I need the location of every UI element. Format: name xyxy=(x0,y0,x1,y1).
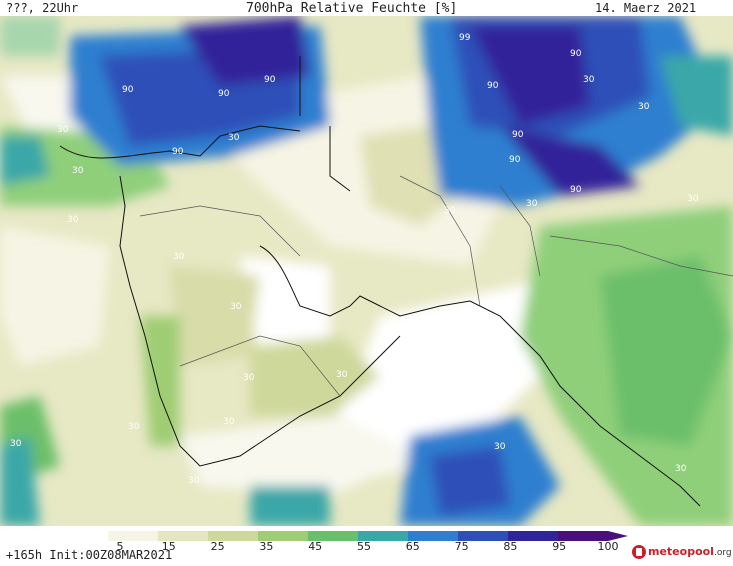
color-scale-cell xyxy=(458,531,509,541)
contour-label: 30 xyxy=(336,370,348,380)
contour-label: 30 xyxy=(230,302,242,312)
contour-label: 90 xyxy=(570,185,582,195)
color-scale-tick: 25 xyxy=(210,540,225,553)
color-scale-tick: 65 xyxy=(405,540,420,553)
footer-bar: 5 15 25 35 45 55 65 75 85 95 100 +165h Init:00Z08M… xyxy=(0,526,733,566)
contour-label: 30 xyxy=(188,476,200,486)
contour-label: 30 xyxy=(223,417,235,427)
contour-label: 90 xyxy=(487,81,499,91)
color-scale-tick: 45 xyxy=(308,540,323,553)
contour-labels: 90 90 90 90 99 90 90 90 90 90 30 30 30 3… xyxy=(10,33,699,486)
contour-label: 90 xyxy=(512,130,524,140)
map-title: 700hPa Relative Feuchte [%] xyxy=(246,1,458,16)
color-scale-cell xyxy=(358,531,409,541)
contour-label: 30 xyxy=(173,252,185,262)
color-scale-cell xyxy=(508,531,559,541)
humidity-map: 90 90 90 90 99 90 90 90 90 90 30 30 30 3… xyxy=(0,16,733,526)
color-scale-cell xyxy=(108,531,159,541)
model-run-info: +165h Init:00Z08MAR2021 xyxy=(6,548,173,562)
contour-label: 30 xyxy=(10,439,22,449)
logo-icon xyxy=(632,545,646,559)
contour-label: 30 xyxy=(526,199,538,209)
color-scale-cell xyxy=(408,531,459,541)
borders xyxy=(139,175,733,397)
humidity-field xyxy=(0,16,733,526)
contour-label: 90 xyxy=(570,49,582,59)
color-scale-tick: 5 xyxy=(116,540,124,553)
contour-label: 30 xyxy=(67,215,79,225)
contour-label: 30 xyxy=(57,125,69,135)
forecast-date: 14. Maerz 2021 xyxy=(595,1,697,15)
contour-label: 30 xyxy=(444,206,456,216)
contour-label: 30 xyxy=(415,373,427,383)
contour-label: 90 xyxy=(264,75,276,85)
contour-label: 30 xyxy=(228,133,240,143)
color-scale-cell xyxy=(558,531,609,541)
color-scale-cell xyxy=(208,531,259,541)
color-scale-bar xyxy=(108,531,628,541)
contour-label: 99 xyxy=(459,33,471,43)
contour-label: 30 xyxy=(494,442,506,452)
contour-label: 30 xyxy=(638,102,650,112)
color-scale-tick: 95 xyxy=(552,540,567,553)
color-scale-tick: 55 xyxy=(357,540,371,553)
color-scale-cell xyxy=(158,531,209,541)
color-scale-tick: 35 xyxy=(259,540,274,553)
contour-label: 30 xyxy=(583,75,595,85)
contour-label: 90 xyxy=(172,147,184,157)
header-bar: ???, 22Uhr 700hPa Relative Feuchte [%] 1… xyxy=(0,0,733,16)
contour-label: 30 xyxy=(479,390,491,400)
contour-label: 30 xyxy=(675,464,687,474)
contour-label: 90 xyxy=(509,155,521,165)
contour-label: 30 xyxy=(687,194,699,204)
contour-label: 90 xyxy=(218,89,230,99)
color-scale-tick: 75 xyxy=(454,540,469,553)
meteopool-logo[interactable]: meteopool.org xyxy=(632,545,732,563)
contour-label: 30 xyxy=(128,422,140,432)
contour-label: 90 xyxy=(122,85,134,95)
color-scale-cell xyxy=(258,531,309,541)
contour-label: 30 xyxy=(72,166,84,176)
color-scale-tick: 100 xyxy=(597,540,619,553)
color-scale-cell xyxy=(308,531,359,541)
color-scale-tick: 15 xyxy=(161,540,176,553)
color-scale-tick: 85 xyxy=(503,540,518,553)
valid-time-label: ???, 22Uhr xyxy=(6,1,79,15)
contour-label: 30 xyxy=(243,373,255,383)
